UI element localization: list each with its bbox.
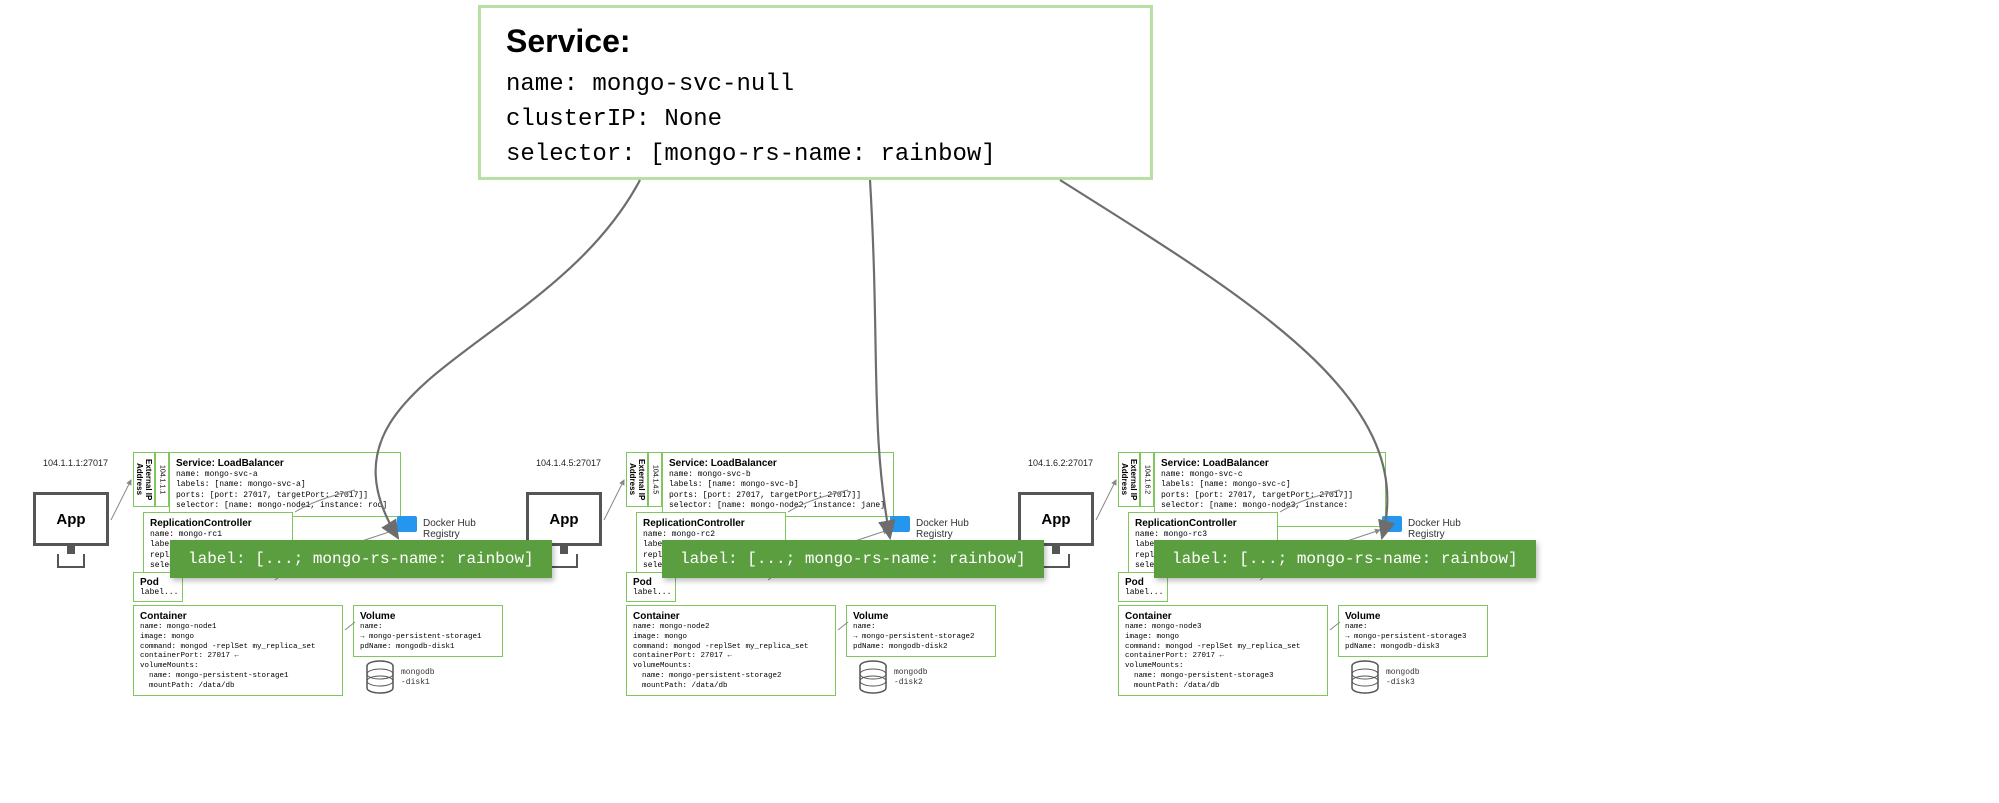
service-box: Service: name: mongo-svc-null clusterIP:…: [478, 5, 1153, 180]
service-clusterip: clusterIP: None: [506, 103, 1125, 138]
deployment-1: 104.1.1.1:27017 App External IPAddress104.…: [25, 450, 505, 730]
app-box: App: [1018, 492, 1094, 546]
docker-icon: [1382, 516, 1402, 532]
external-ip-label: 104.1.6.2:27017: [1028, 458, 1093, 468]
label-banner-3: label: [...; mongo-rs-name: rainbow]: [1154, 540, 1536, 578]
disk-icon: [1350, 660, 1380, 696]
docker-hub-label: Docker Hub Registry: [1408, 518, 1490, 540]
monitor-neck: [560, 546, 568, 554]
container-box: Container name: mongo-node2 image: mongo…: [626, 605, 836, 696]
volume-box: Volume name: → mongo-persistent-storage2…: [846, 605, 996, 657]
deployment-2: 104.1.4.5:27017 App External IPAddress104.…: [518, 450, 998, 730]
disk-icon: [365, 660, 395, 696]
service-name: name: mongo-svc-null: [506, 68, 1125, 103]
external-ip-label: 104.1.1.1:27017: [43, 458, 108, 468]
volume-box: Volume name: → mongo-persistent-storage1…: [353, 605, 503, 657]
volume-box: Volume name: → mongo-persistent-storage3…: [1338, 605, 1488, 657]
external-ip-value-box: 104.1.1.1: [155, 452, 169, 507]
app-box: App: [33, 492, 109, 546]
app-box: App: [526, 492, 602, 546]
deployment-3: 104.1.6.2:27017 App External IPAddress104.…: [1010, 450, 1490, 730]
monitor-base: [1042, 554, 1070, 568]
container-box: Container name: mongo-node1 image: mongo…: [133, 605, 343, 696]
disk-label: mongodb -disk3: [1386, 668, 1420, 687]
docker-icon: [890, 516, 910, 532]
service-loadbalancer-box: Service: LoadBalancer name: mongo-svc-a …: [169, 452, 401, 517]
external-ip-value-box: 104.1.4.5: [648, 452, 662, 507]
disk-icon: [858, 660, 888, 696]
docker-hub-label: Docker Hub Registry: [916, 518, 998, 540]
monitor-base: [550, 554, 578, 568]
external-ip-box: External IPAddress: [1118, 452, 1140, 507]
container-box: Container name: mongo-node3 image: mongo…: [1118, 605, 1328, 696]
external-ip-box: External IPAddress: [626, 452, 648, 507]
external-ip-label: 104.1.4.5:27017: [536, 458, 601, 468]
monitor-neck: [67, 546, 75, 554]
external-ip-value-box: 104.1.6.2: [1140, 452, 1154, 507]
service-loadbalancer-box: Service: LoadBalancer name: mongo-svc-b …: [662, 452, 894, 517]
monitor-neck: [1052, 546, 1060, 554]
docker-icon: [397, 516, 417, 532]
service-selector: selector: [mongo-rs-name: rainbow]: [506, 138, 1125, 173]
monitor-base: [57, 554, 85, 568]
disk-label: mongodb -disk2: [894, 668, 928, 687]
service-title: Service:: [506, 23, 1125, 60]
label-banner-2: label: [...; mongo-rs-name: rainbow]: [662, 540, 1044, 578]
label-banner-1: label: [...; mongo-rs-name: rainbow]: [170, 540, 552, 578]
docker-hub-label: Docker Hub Registry: [423, 518, 505, 540]
disk-label: mongodb -disk1: [401, 668, 435, 687]
external-ip-box: External IPAddress: [133, 452, 155, 507]
